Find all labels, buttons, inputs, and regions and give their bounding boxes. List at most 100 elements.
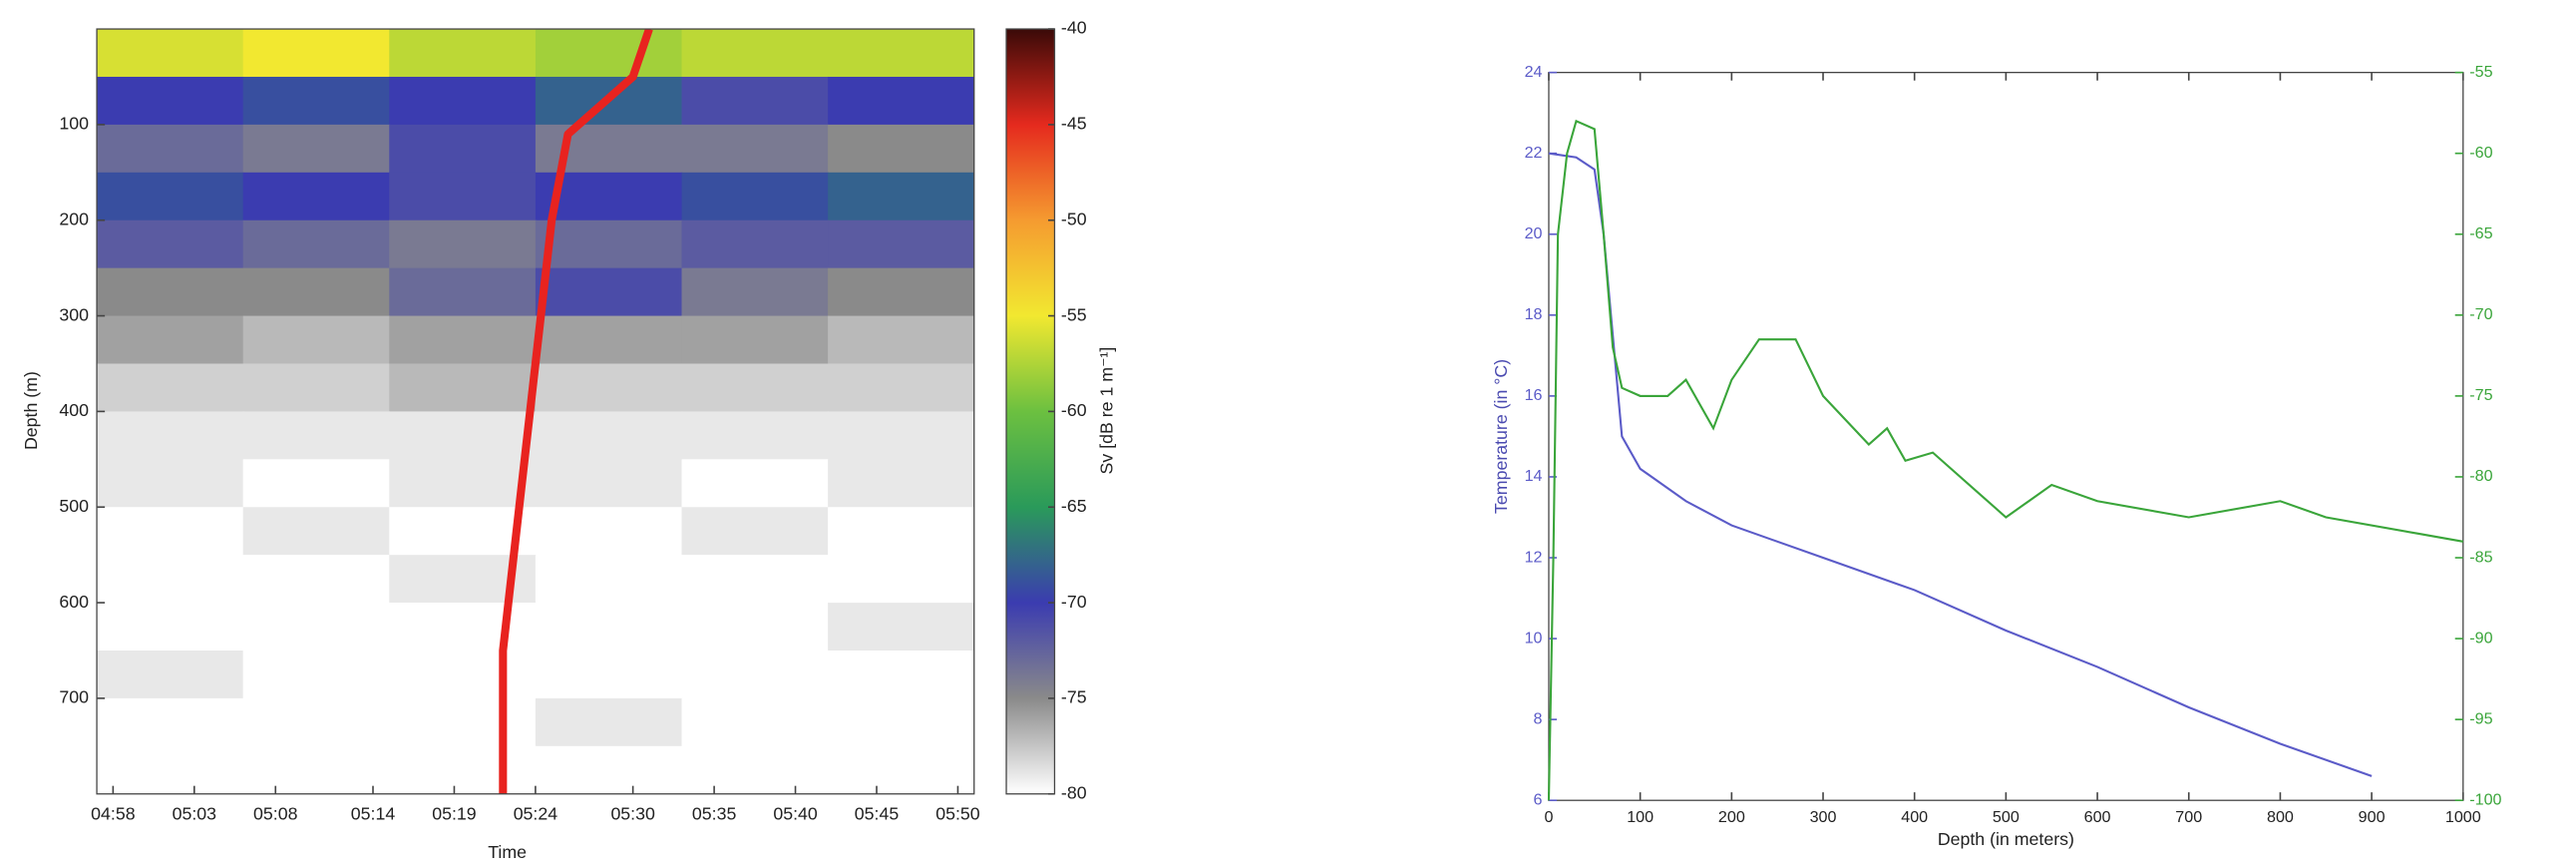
y-tick-label: 300 [59,304,89,324]
heatmap-cell [389,363,537,413]
x-tick-label: 05:19 [432,803,477,823]
x-tick-label: 400 [1901,808,1928,826]
heatmap-cell [242,745,391,794]
series-line [1548,152,2373,777]
x-axis-label: Time [488,842,527,862]
heatmap-cell [681,315,829,365]
colorbar-tick-label: -75 [1061,687,1087,707]
y2-tick-label: -70 [2469,305,2492,323]
heatmap-cell [828,745,974,794]
heatmap-cell [97,315,244,365]
heatmap-cell [242,697,391,747]
heatmap-cell [681,29,829,78]
y2-tick-label: -65 [2469,224,2492,242]
heatmap-cell [389,411,537,461]
colorbar-tick-label: -40 [1061,18,1087,38]
heatmap-cell [389,76,537,126]
heatmap-cell [389,459,537,509]
x-tick-label: 800 [2267,808,2294,826]
heatmap-cell [828,29,974,78]
heatmap-cell [389,650,537,699]
heatmap-cell [535,745,683,794]
series-line [1547,119,2463,801]
x-tick-label: 300 [1810,808,1837,826]
y-tick-label: 20 [1525,224,1543,242]
heatmap-cell [389,603,537,651]
heatmap-cell [97,459,244,509]
heatmap-cell [535,697,683,747]
heatmap-cell [535,555,683,604]
heatmap-cell [681,172,829,221]
x-tick-label: 04:58 [91,803,136,823]
heatmap-cell [242,172,391,221]
heatmap-cell [97,363,244,413]
heatmap-cell [535,459,683,509]
heatmap-cell [97,555,244,604]
heatmap-cell [97,267,244,317]
x-tick-label: 0 [1544,808,1553,826]
heatmap-cell [242,507,391,556]
heatmap-cell [242,459,391,509]
heatmap-cell [828,267,974,317]
colorbar-tick-label: -65 [1061,496,1087,516]
heatmap-cell [97,650,244,699]
heatmap-cell [242,411,391,461]
heatmap-cell [681,267,829,317]
y-tick-label: 200 [59,209,89,228]
heatmap-cell [97,603,244,651]
heatmap-cell [242,76,391,126]
x-tick-label: 05:08 [253,803,298,823]
heatmap-cell [681,76,829,126]
x-tick-label: 05:35 [692,803,737,823]
heatmap-cell [535,267,683,317]
heatmap-cell [389,124,537,174]
heatmap-cell [242,363,391,413]
heatmap-cell [828,124,974,174]
x-tick-label: 05:24 [514,803,558,823]
heatmap-cell [97,76,244,126]
x-tick-label: 700 [2175,808,2202,826]
heatmap-cell [535,124,683,174]
y-axis-label: Depth (m) [21,371,41,450]
heatmap-cell [242,124,391,174]
x-axis-label: Depth (in meters) [1938,829,2074,849]
heatmap-cell [828,459,974,509]
colorbar-tick-label: -60 [1061,400,1087,420]
heatmap-cell [828,76,974,126]
colorbar [1005,28,1056,795]
y2-tick-label: -55 [2469,63,2492,81]
y-tick-label: 18 [1525,305,1543,323]
heatmap-cell [535,507,683,556]
x-tick-label: 05:40 [773,803,818,823]
heatmap-cell [242,555,391,604]
y-tick-label: 400 [59,400,89,420]
heatmap-cell [681,219,829,269]
heatmap-cell [97,29,244,78]
x-tick-label: 500 [1993,808,2020,826]
heatmap-cell [828,555,974,604]
heatmap-cell [681,363,829,413]
heatmap [97,29,974,794]
x-tick-label: 1000 [2445,808,2481,826]
y-axis-label: Temperature (in °C) [1491,359,1511,514]
heatmap-cell [681,745,829,794]
heatmap-cell [828,650,974,699]
heatmap-cell [681,650,829,699]
y2-tick-label: -85 [2469,548,2492,566]
heatmap-cell [681,459,829,509]
heatmap-cell [828,363,974,413]
y2-tick-label: -100 [2469,790,2501,808]
x-tick-label: 05:30 [610,803,655,823]
heatmap-cell [389,29,537,78]
y2-tick-label: -95 [2469,709,2492,727]
heatmap-cell [97,411,244,461]
heatmap-cell [242,267,391,317]
y-tick-label: 700 [59,687,89,707]
x-tick-label: 100 [1627,808,1654,826]
y2-tick-label: -75 [2469,386,2492,404]
heatmap-cell [242,219,391,269]
heatmap-cell [535,219,683,269]
y-tick-label: 600 [59,592,89,612]
heatmap-cell [389,745,537,794]
